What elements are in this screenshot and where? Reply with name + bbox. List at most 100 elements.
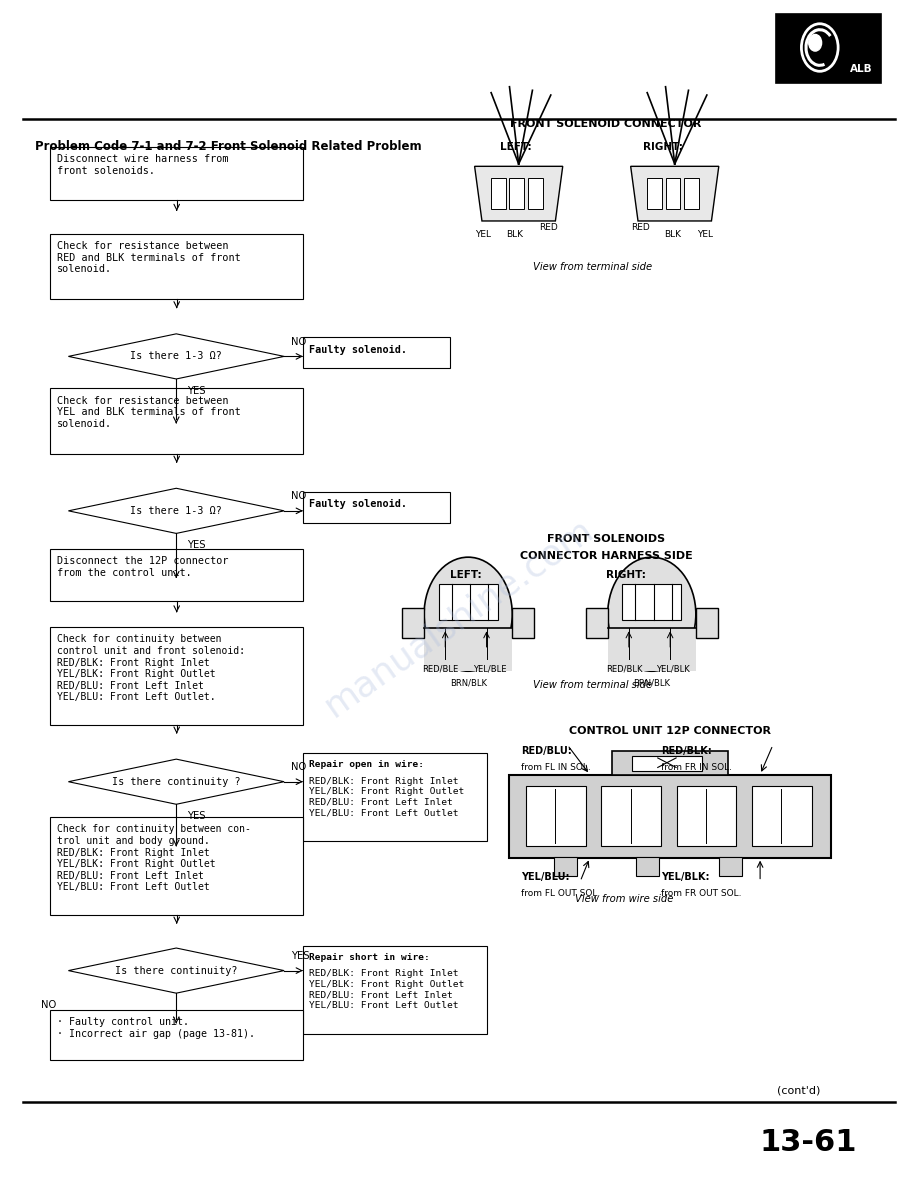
Text: from FR OUT SOL.: from FR OUT SOL. <box>661 889 742 898</box>
FancyBboxPatch shape <box>696 608 718 638</box>
Text: LEFT:: LEFT: <box>450 570 481 580</box>
Text: Faulty solenoid.: Faulty solenoid. <box>309 499 408 508</box>
Text: Check for continuity between
control unit and front solenoid:
RED/BLK: Front Rig: Check for continuity between control uni… <box>57 634 245 702</box>
FancyBboxPatch shape <box>684 178 699 209</box>
Circle shape <box>608 557 696 671</box>
Polygon shape <box>69 759 285 804</box>
FancyBboxPatch shape <box>554 857 577 876</box>
Text: YES: YES <box>187 541 206 550</box>
Text: View from terminal side: View from terminal side <box>532 681 652 690</box>
FancyBboxPatch shape <box>608 628 696 671</box>
FancyBboxPatch shape <box>303 337 450 368</box>
Text: RED/BLK:: RED/BLK: <box>661 746 711 756</box>
Text: from FL OUT SOL.: from FL OUT SOL. <box>521 889 600 898</box>
Text: from FR IN SOL.: from FR IN SOL. <box>661 763 732 772</box>
FancyBboxPatch shape <box>50 817 303 915</box>
Text: manualshine.com: manualshine.com <box>318 512 600 723</box>
Text: Disconnect the 12P connector
from the control unit.: Disconnect the 12P connector from the co… <box>57 556 229 577</box>
FancyBboxPatch shape <box>50 147 303 200</box>
Polygon shape <box>69 948 285 993</box>
FancyBboxPatch shape <box>586 608 608 638</box>
Text: BLK: BLK <box>506 230 523 240</box>
FancyBboxPatch shape <box>612 751 728 775</box>
Polygon shape <box>69 334 285 379</box>
FancyBboxPatch shape <box>424 628 512 671</box>
Text: Problem Code 7-1 and 7-2 Front Solenoid Related Problem: Problem Code 7-1 and 7-2 Front Solenoid … <box>35 140 421 152</box>
FancyBboxPatch shape <box>752 786 812 846</box>
FancyBboxPatch shape <box>50 627 303 725</box>
FancyBboxPatch shape <box>677 786 736 846</box>
Text: YEL: YEL <box>697 230 712 240</box>
Text: ALB: ALB <box>850 64 872 74</box>
Text: LEFT:: LEFT: <box>500 143 532 152</box>
FancyBboxPatch shape <box>439 584 498 620</box>
Text: YES: YES <box>292 952 310 961</box>
Text: Disconnect wire harness from
front solenoids.: Disconnect wire harness from front solen… <box>57 154 229 176</box>
FancyBboxPatch shape <box>50 234 303 299</box>
Text: Check for continuity between con-
trol unit and body ground.
RED/BLK: Front Righ: Check for continuity between con- trol u… <box>57 824 251 892</box>
FancyBboxPatch shape <box>50 1010 303 1060</box>
Text: YEL/BLK:: YEL/BLK: <box>661 872 710 881</box>
Text: Is there 1-3 Ω?: Is there 1-3 Ω? <box>130 352 222 361</box>
FancyBboxPatch shape <box>491 178 506 209</box>
FancyBboxPatch shape <box>636 857 659 876</box>
Text: Faulty solenoid.: Faulty solenoid. <box>309 345 408 354</box>
Text: FRONT SOLENOID CONNECTOR: FRONT SOLENOID CONNECTOR <box>510 119 701 128</box>
Text: View from wire side: View from wire side <box>575 895 674 904</box>
Text: Is there continuity?: Is there continuity? <box>115 966 238 975</box>
Text: RED: RED <box>631 223 649 233</box>
FancyBboxPatch shape <box>509 775 831 858</box>
FancyBboxPatch shape <box>50 549 303 601</box>
Circle shape <box>424 557 512 671</box>
FancyBboxPatch shape <box>719 857 742 876</box>
Text: Is there continuity ?: Is there continuity ? <box>112 777 241 786</box>
Circle shape <box>809 34 822 51</box>
Text: Repair open in wire:: Repair open in wire: <box>309 760 424 770</box>
FancyBboxPatch shape <box>50 388 303 454</box>
Text: YEL: YEL <box>475 230 490 240</box>
Text: RED/BLE: RED/BLE <box>422 664 458 674</box>
Text: RED/BLK: Front Right Inlet
YEL/BLK: Front Right Outlet
RED/BLU: Front Left Inlet: RED/BLK: Front Right Inlet YEL/BLK: Fron… <box>309 777 465 817</box>
Text: Check for resistance between
YEL and BLK terminals of front
solenoid.: Check for resistance between YEL and BLK… <box>57 396 241 429</box>
Text: 13-61: 13-61 <box>759 1129 856 1157</box>
Text: BRN/BLK: BRN/BLK <box>633 678 670 688</box>
Polygon shape <box>69 488 285 533</box>
Text: NO: NO <box>292 492 307 501</box>
Text: from FL IN SOL.: from FL IN SOL. <box>521 763 591 772</box>
FancyBboxPatch shape <box>303 492 450 523</box>
Text: YEL/BLK: YEL/BLK <box>656 664 690 674</box>
Text: BLK: BLK <box>664 230 681 240</box>
Text: Repair short in wire:: Repair short in wire: <box>309 953 431 962</box>
Text: YEL/BLU:: YEL/BLU: <box>521 872 570 881</box>
Text: RED/BLU:: RED/BLU: <box>521 746 572 756</box>
Text: RIGHT:: RIGHT: <box>643 143 682 152</box>
Text: YES: YES <box>187 811 206 821</box>
Text: CONNECTOR HARNESS SIDE: CONNECTOR HARNESS SIDE <box>520 551 692 561</box>
FancyBboxPatch shape <box>632 756 702 771</box>
FancyBboxPatch shape <box>601 786 661 846</box>
Text: YES: YES <box>187 386 206 396</box>
FancyBboxPatch shape <box>303 753 487 841</box>
FancyBboxPatch shape <box>622 584 681 620</box>
Text: RIGHT:: RIGHT: <box>606 570 645 580</box>
Text: (cont'd): (cont'd) <box>777 1086 821 1095</box>
Text: FRONT SOLENOIDS: FRONT SOLENOIDS <box>547 535 665 544</box>
Text: NO: NO <box>292 763 307 772</box>
Text: NO: NO <box>41 1000 56 1010</box>
Text: RED/BLK: RED/BLK <box>606 664 643 674</box>
Text: NO: NO <box>292 337 307 347</box>
Text: RED/BLK: Front Right Inlet
YEL/BLK: Front Right Outlet
RED/BLU: Front Left Inlet: RED/BLK: Front Right Inlet YEL/BLK: Fron… <box>309 969 465 1010</box>
FancyBboxPatch shape <box>666 178 680 209</box>
Polygon shape <box>475 166 563 221</box>
Text: · Faulty control unit.
· Incorrect air gap (page 13-81).: · Faulty control unit. · Incorrect air g… <box>57 1017 255 1038</box>
FancyBboxPatch shape <box>647 178 662 209</box>
Text: YEL/BLE: YEL/BLE <box>473 664 506 674</box>
FancyBboxPatch shape <box>512 608 534 638</box>
Text: Check for resistance between
RED and BLK terminals of front
solenoid.: Check for resistance between RED and BLK… <box>57 241 241 274</box>
FancyBboxPatch shape <box>402 608 424 638</box>
Text: Is there 1-3 Ω?: Is there 1-3 Ω? <box>130 506 222 516</box>
Text: RED: RED <box>539 223 557 233</box>
FancyBboxPatch shape <box>509 178 524 209</box>
FancyBboxPatch shape <box>776 14 881 83</box>
FancyBboxPatch shape <box>528 178 543 209</box>
